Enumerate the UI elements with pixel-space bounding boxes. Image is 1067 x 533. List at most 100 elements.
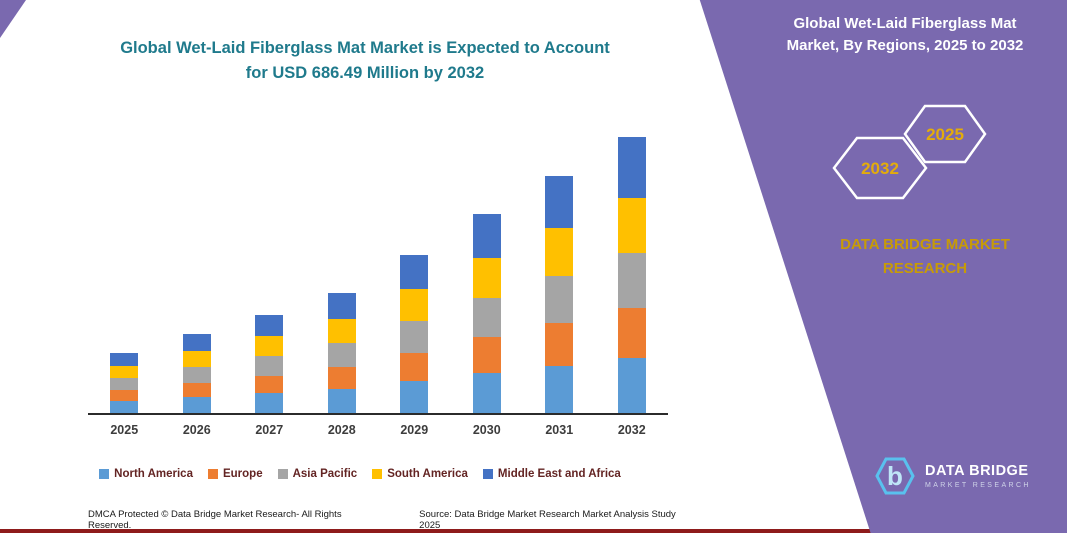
red-accent-bar — [0, 529, 1067, 533]
bar-column-2028 — [306, 292, 379, 413]
bar-stack — [617, 136, 646, 413]
bar-segment-asia-pacific — [472, 297, 501, 338]
brand-text: DATA BRIDGE MARKET RESEARCH — [810, 233, 1040, 281]
bar-stack — [255, 314, 284, 413]
bar-segment-north-america — [182, 397, 211, 413]
legend-label: South America — [387, 468, 468, 480]
labels-row: 2025 2026 2027 2028 2029 2030 2031 2032 — [88, 423, 668, 437]
bar-segment-europe — [327, 367, 356, 389]
bar-segment-middle-east-and-africa — [400, 254, 429, 290]
hexagon-2025-year: 2025 — [926, 125, 964, 144]
x-axis-label: 2032 — [617, 423, 646, 437]
bar-segment-europe — [110, 390, 139, 401]
bar-segment-middle-east-and-africa — [617, 136, 646, 198]
bar-segment-south-america — [400, 289, 429, 321]
footer-source-text: Source: Data Bridge Market Research Mark… — [419, 509, 676, 531]
bar-segment-north-america — [255, 393, 284, 413]
legend-item: Asia Pacific — [277, 468, 358, 480]
main-title-line1: Global Wet-Laid Fiberglass Mat Market is… — [120, 39, 610, 57]
brand-line2: RESEARCH — [882, 260, 968, 277]
bar-column-2032 — [596, 136, 669, 413]
bar-segment-europe — [182, 382, 211, 398]
bars-row — [88, 130, 668, 415]
legend-swatch — [372, 469, 383, 479]
panel-heading-line2: Market, By Regions, 2025 to 2032 — [786, 36, 1024, 54]
legend-swatch — [482, 469, 493, 479]
legend-row: North America Europe Asia Pacific South Ame… — [40, 468, 680, 480]
x-axis-label: 2025 — [110, 423, 139, 437]
purple-side-panel: Global Wet-Laid Fiberglass Mat Market, B… — [699, 0, 1067, 533]
bar-segment-asia-pacific — [110, 377, 139, 391]
main-title: Global Wet-Laid Fiberglass Mat Market is… — [55, 36, 675, 86]
bar-stack — [182, 333, 211, 413]
bar-segment-asia-pacific — [545, 275, 574, 324]
bar-stack — [110, 352, 139, 413]
bar-column-2030 — [451, 214, 524, 413]
bar-segment-south-america — [110, 365, 139, 378]
bar-segment-middle-east-and-africa — [327, 292, 356, 320]
bar-column-2025 — [88, 352, 161, 413]
bar-segment-europe — [255, 375, 284, 394]
bar-segment-south-america — [182, 351, 211, 368]
x-axis-label: 2027 — [255, 423, 284, 437]
bar-segment-north-america — [400, 381, 429, 413]
legend-item: North America — [99, 468, 193, 480]
legend-label: Middle East and Africa — [497, 468, 621, 480]
svg-text:b: b — [887, 461, 903, 491]
legend-item: Europe — [207, 468, 263, 480]
legend-item: South America — [372, 468, 468, 480]
bar-stack — [400, 254, 429, 413]
year-hexagons: 2032 2025 — [832, 104, 987, 200]
legend-item: Middle East and Africa — [482, 468, 621, 480]
bar-segment-middle-east-and-africa — [182, 333, 211, 352]
main-title-line2: for USD 686.49 Million by 2032 — [245, 63, 485, 82]
bar-column-2026 — [161, 333, 234, 413]
bar-segment-asia-pacific — [400, 320, 429, 353]
bar-segment-asia-pacific — [255, 355, 284, 376]
bar-segment-north-america — [327, 388, 356, 413]
bar-stack — [327, 292, 356, 413]
footer: DMCA Protected © Data Bridge Market Rese… — [88, 509, 688, 531]
bar-segment-middle-east-and-africa — [255, 314, 284, 337]
bar-segment-north-america — [617, 357, 646, 413]
x-axis-label: 2026 — [182, 423, 211, 437]
hexagon-2025-outline — [903, 104, 987, 164]
logo-name: DATA BRIDGE — [925, 463, 1029, 479]
bar-segment-north-america — [110, 400, 139, 413]
bar-segment-middle-east-and-africa — [545, 175, 574, 229]
x-axis-label: 2029 — [400, 423, 429, 437]
bar-segment-europe — [545, 323, 574, 366]
brand-line1: DATA BRIDGE MARKET — [840, 236, 1010, 253]
corner-accent-triangle — [0, 0, 26, 38]
legend-swatch — [207, 469, 218, 479]
logo-tagline: MARKET RESEARCH — [925, 482, 1031, 489]
hexagon-2032-outline — [832, 136, 928, 200]
bar-segment-asia-pacific — [617, 252, 646, 309]
bar-segment-middle-east-and-africa — [472, 214, 501, 258]
stacked-bar-chart: 2025 2026 2027 2028 2029 2030 2031 2032 — [88, 130, 668, 437]
dbmr-logo: b DATA BRIDGE MARKET RESEARCH — [873, 452, 1031, 500]
bar-segment-south-america — [255, 336, 284, 356]
bar-segment-south-america — [472, 257, 501, 298]
logo-text: DATA BRIDGE MARKET RESEARCH — [925, 463, 1031, 489]
bar-segment-asia-pacific — [327, 343, 356, 368]
bar-segment-north-america — [472, 373, 501, 413]
legend-label: Europe — [222, 468, 263, 480]
footer-dmca-text: DMCA Protected © Data Bridge Market Rese… — [88, 509, 342, 531]
hexagon-b-icon: b — [875, 457, 915, 495]
x-axis-label: 2030 — [472, 423, 501, 437]
legend-label: Asia Pacific — [292, 468, 358, 480]
bar-segment-europe — [472, 337, 501, 374]
bar-segment-south-america — [545, 228, 574, 276]
bar-stack — [545, 175, 574, 413]
bar-column-2027 — [233, 314, 306, 413]
bar-segment-europe — [617, 308, 646, 358]
bar-column-2031 — [523, 175, 596, 413]
bar-segment-south-america — [327, 319, 356, 344]
bar-segment-middle-east-and-africa — [110, 352, 139, 366]
legend-label: North America — [114, 468, 193, 480]
legend-swatch — [99, 469, 110, 479]
bar-segment-asia-pacific — [182, 367, 211, 383]
bar-segment-south-america — [617, 197, 646, 253]
